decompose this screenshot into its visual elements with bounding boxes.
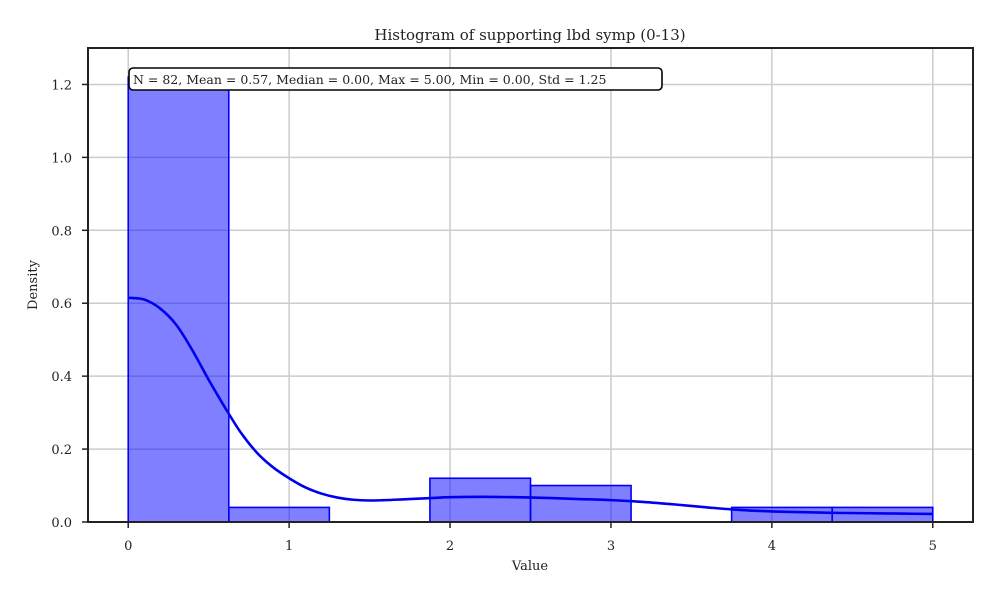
histogram-bar [531, 486, 632, 522]
x-tick-label: 2 [446, 539, 454, 554]
histogram-bars [128, 77, 933, 522]
x-tick-label: 1 [285, 539, 293, 554]
x-tick-label: 0 [124, 539, 132, 554]
y-tick-label: 0.0 [51, 516, 72, 531]
x-tick-label: 4 [768, 539, 776, 554]
y-tick-label: 0.4 [51, 370, 72, 385]
y-tick-label: 0.2 [51, 443, 72, 458]
stats-annotation: N = 82, Mean = 0.57, Median = 0.00, Max … [129, 68, 662, 90]
y-axis-label: Density [26, 259, 41, 310]
y-tick-label: 0.8 [51, 224, 72, 239]
x-tick-label: 3 [607, 539, 615, 554]
chart-title: Histogram of supporting lbd symp (0-13) [374, 26, 685, 44]
x-axis-label: Value [511, 559, 548, 574]
stats-text: N = 82, Mean = 0.57, Median = 0.00, Max … [133, 72, 606, 87]
y-tick-label: 0.6 [51, 297, 72, 312]
histogram-bar [229, 507, 330, 522]
y-tick-label: 1.0 [51, 151, 72, 166]
x-tick-label: 5 [929, 539, 937, 554]
y-tick-label: 1.2 [51, 78, 72, 93]
histogram-bar [430, 478, 531, 522]
